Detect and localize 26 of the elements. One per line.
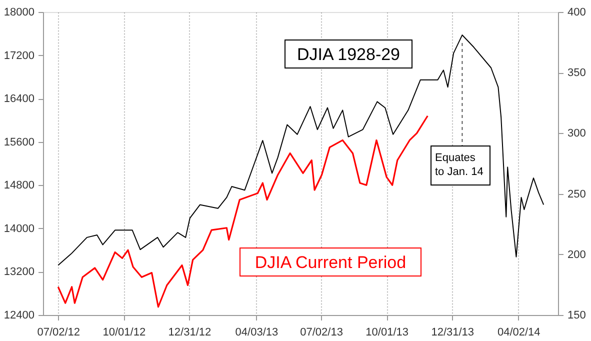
x-tick-label: 10/01/13 [366, 326, 408, 338]
y-tick-label: 14000 [4, 222, 34, 235]
y2-tick-label: 200 [568, 248, 586, 261]
y2-tick-label: 150 [568, 310, 586, 322]
x-tick-label: 04/02/14 [497, 326, 540, 338]
y-tick-label: 13200 [4, 266, 34, 278]
x-tick-label: 04/03/13 [235, 326, 278, 338]
y2-tick-label: 400 [568, 6, 586, 18]
y-tick-label: 16400 [4, 93, 34, 106]
y-tick-label: 12400 [4, 310, 34, 322]
x-tick-label: 12/31/12 [168, 326, 212, 338]
x-tick-label: 07/02/12 [37, 326, 80, 338]
y2-tick-label: 350 [568, 67, 586, 80]
y-tick-label: 17200 [4, 50, 34, 62]
annotation: Equates to Jan. 14 [435, 152, 484, 178]
line-series [57, 115, 428, 308]
y-tick-label: 18000 [4, 6, 34, 18]
x-tick-label: 07/02/13 [300, 326, 343, 338]
y-tick-label: 15600 [4, 136, 34, 148]
y-tick-label: 14800 [4, 180, 34, 192]
y2-tick-label: 250 [568, 188, 586, 200]
x-tick-label: 10/01/12 [102, 326, 146, 338]
series-label: DJIA 1928-29 [296, 45, 400, 64]
series-label: DJIA Current Period [254, 253, 406, 272]
x-tick-label: 12/31/13 [431, 326, 474, 338]
y2-tick-label: 300 [568, 128, 586, 140]
